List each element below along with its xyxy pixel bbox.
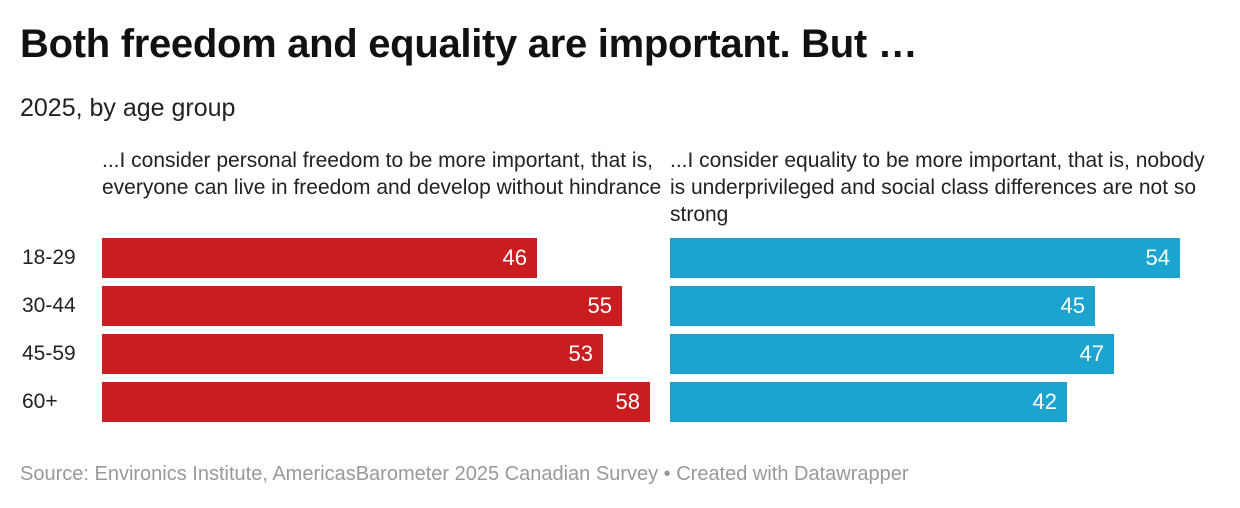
freedom-bar-value: 53 [568, 341, 593, 366]
equality-bar-value: 45 [1060, 293, 1085, 318]
chart-title: Both freedom and equality are important.… [20, 22, 918, 66]
freedom-bar: 58 [102, 382, 650, 422]
equality-bar: 45 [670, 286, 1095, 326]
freedom-bar: 46 [102, 238, 537, 278]
freedom-bar: 53 [102, 334, 603, 374]
equality-bar: 42 [670, 382, 1067, 422]
equality-panel-header: ...I consider equality to be more import… [670, 149, 1205, 226]
age-group-label: 45-59 [22, 342, 76, 365]
age-group-label: 30-44 [22, 294, 76, 317]
equality-bar: 54 [670, 238, 1180, 278]
equality-bar-value: 47 [1079, 341, 1104, 366]
freedom-panel-header: ...I consider personal freedom to be mor… [102, 149, 662, 199]
chart-subtitle: 2025, by age group [20, 94, 236, 122]
equality-bar-value: 54 [1145, 245, 1170, 270]
age-group-label: 60+ [22, 390, 58, 413]
freedom-bar-value: 55 [587, 293, 612, 318]
freedom-bar-value: 46 [502, 245, 527, 270]
equality-bar-value: 42 [1032, 389, 1057, 414]
age-group-label: 18-29 [22, 246, 76, 269]
freedom-bar: 55 [102, 286, 622, 326]
equality-bar: 47 [670, 334, 1114, 374]
source-footer: Source: Environics Institute, AmericasBa… [20, 463, 909, 485]
freedom-bar-value: 58 [615, 389, 640, 414]
